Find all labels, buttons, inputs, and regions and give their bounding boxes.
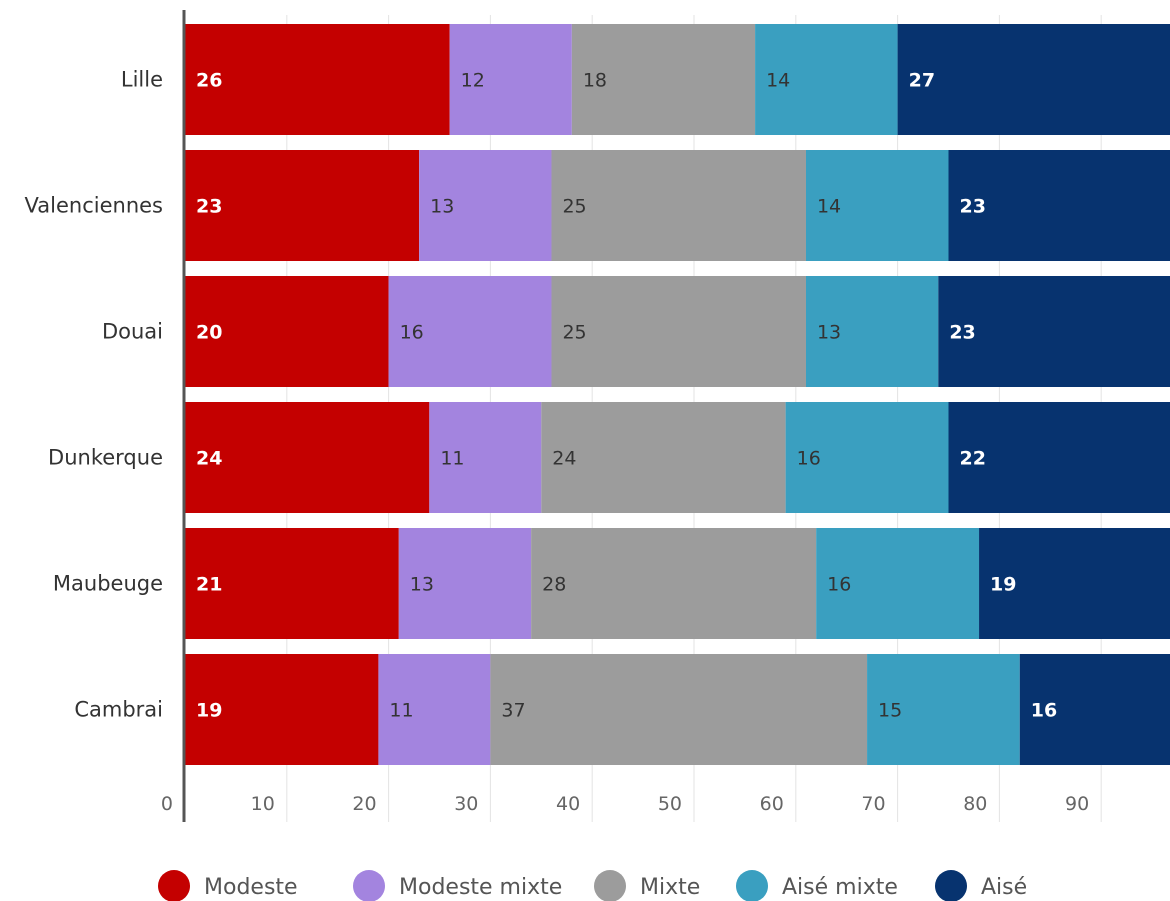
legend-swatch	[736, 870, 768, 901]
data-label: 23	[949, 322, 975, 344]
legend-label: Aisé mixte	[782, 875, 898, 900]
bar-segment	[388, 276, 552, 387]
category-label: Lille	[121, 68, 163, 92]
x-tick-label: 0	[161, 793, 173, 815]
bar-segment	[948, 402, 1170, 513]
bar-segment	[429, 402, 542, 513]
x-tick-label: 50	[658, 793, 682, 815]
data-label: 14	[817, 196, 841, 218]
data-label: 23	[960, 196, 986, 218]
x-tick-label: 40	[556, 793, 580, 815]
legend-label: Modeste	[204, 875, 298, 900]
legend: Modeste Modeste mixte Mixte Aisé mixte Aisé	[158, 870, 1027, 901]
legend-swatch	[158, 870, 190, 901]
axes: 0 10 20 30 40 50 60 70 80 90 Lille Valenciennes Doua…	[25, 10, 1089, 822]
data-label: 14	[766, 70, 790, 92]
x-tick-label: 80	[963, 793, 987, 815]
bar-segment	[551, 150, 806, 261]
data-label: 13	[817, 322, 841, 344]
legend-label: Modeste mixte	[399, 875, 562, 900]
data-label: 18	[583, 70, 607, 92]
bar-segment	[867, 654, 1020, 765]
data-label: 37	[501, 700, 525, 722]
bar-segment	[897, 24, 1170, 135]
data-label: 11	[440, 448, 464, 470]
data-label: 12	[461, 70, 485, 92]
data-label: 23	[196, 196, 222, 218]
legend-swatch	[935, 870, 967, 901]
legend-label: Aisé	[981, 875, 1027, 900]
bar-segment	[185, 24, 450, 135]
bar-segment	[398, 528, 532, 639]
x-tick-label: 90	[1065, 793, 1089, 815]
bar-segment	[185, 276, 389, 387]
bar-segment	[185, 528, 399, 639]
data-label: 16	[827, 574, 851, 596]
category-label: Cambrai	[74, 698, 163, 722]
data-label: 16	[400, 322, 424, 344]
bar-segment	[185, 654, 379, 765]
data-label: 21	[196, 574, 222, 596]
data-label: 24	[552, 448, 576, 470]
data-label: 25	[562, 322, 586, 344]
legend-swatch	[353, 870, 385, 901]
category-label: Douai	[102, 320, 163, 344]
legend-swatch	[594, 870, 626, 901]
data-label: 13	[430, 196, 454, 218]
value-labels: 26 12 18 14 27 23 13 25 14 23 20 16 25 13 23 24 11 24 16 22…	[196, 70, 1057, 722]
data-label: 28	[542, 574, 566, 596]
bar-segment	[755, 24, 898, 135]
bar-segment	[378, 654, 491, 765]
bar-segment	[979, 528, 1170, 639]
legend-label: Mixte	[640, 875, 700, 900]
bar-segment	[805, 150, 949, 261]
bar-segment	[185, 150, 420, 261]
data-label: 19	[196, 700, 222, 722]
bar-segment	[449, 24, 572, 135]
bar-segment	[1019, 654, 1170, 765]
category-label: Valenciennes	[25, 194, 163, 218]
data-label: 15	[878, 700, 902, 722]
data-label: 24	[196, 448, 222, 470]
bar-segment	[419, 150, 552, 261]
data-label: 20	[196, 322, 222, 344]
data-label: 27	[909, 70, 935, 92]
data-label: 26	[196, 70, 222, 92]
bar-segment	[785, 402, 949, 513]
bar-segment	[541, 402, 786, 513]
x-tick-label: 70	[861, 793, 885, 815]
bar-segment	[816, 528, 980, 639]
data-label: 11	[389, 700, 413, 722]
data-label: 16	[1031, 700, 1057, 722]
bar-segment	[185, 402, 430, 513]
bar-segment	[805, 276, 939, 387]
x-tick-label: 10	[251, 793, 275, 815]
data-label: 16	[797, 448, 821, 470]
bar-segment	[571, 24, 756, 135]
bar-segment	[531, 528, 817, 639]
data-label: 22	[960, 448, 986, 470]
category-label: Maubeuge	[53, 572, 163, 596]
bar-segment	[490, 654, 868, 765]
bar-segment	[551, 276, 806, 387]
x-tick-label: 20	[352, 793, 376, 815]
x-tick-label: 60	[760, 793, 784, 815]
data-label: 25	[562, 196, 586, 218]
bars	[185, 24, 1170, 765]
data-label: 19	[990, 574, 1016, 596]
bar-segment	[938, 276, 1170, 387]
x-tick-label: 30	[454, 793, 478, 815]
category-label: Dunkerque	[48, 446, 163, 470]
data-label: 13	[410, 574, 434, 596]
bar-segment	[948, 150, 1170, 261]
